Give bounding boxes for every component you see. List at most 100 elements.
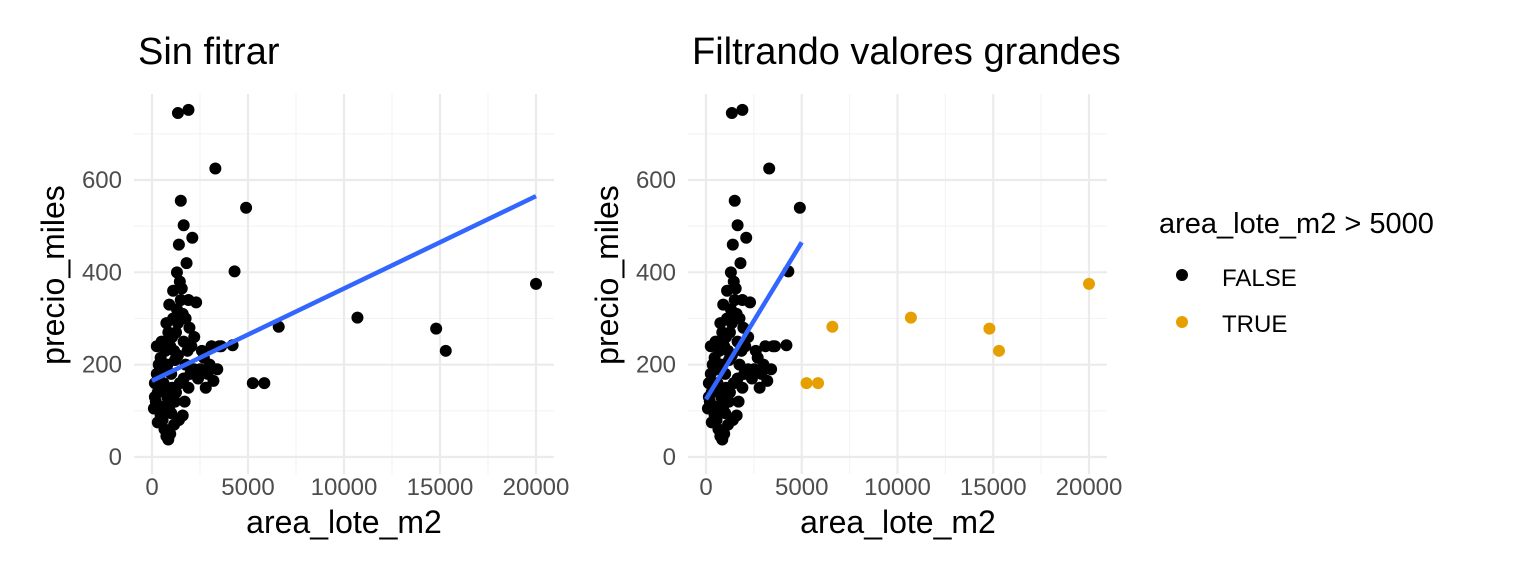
data-point: [715, 390, 728, 403]
data-point: [723, 326, 736, 339]
data-point: [439, 344, 452, 357]
legend: area_lote_m2 > 5000 FALSE TRUE: [1159, 208, 1434, 338]
panel-2-title: Filtrando valores grandes: [692, 31, 1121, 73]
panel-1-y-axis-title: precio_miles: [35, 185, 71, 365]
panel-filtrando: Filtrando valores grandes 0 5000 10000 1500…: [589, 31, 1122, 540]
panel-2-x-axis-title: area_lote_m2: [800, 504, 996, 540]
data-point: [768, 340, 781, 353]
data-point: [983, 322, 996, 335]
panel-1-x-axis-title: area_lote_m2: [246, 504, 442, 540]
fit-line: [151, 194, 537, 383]
data-point: [240, 201, 253, 214]
x-tick-label: 0: [145, 474, 158, 501]
data-point: [151, 416, 164, 429]
data-point: [731, 219, 744, 232]
data-point: [826, 320, 839, 333]
data-point: [211, 363, 224, 376]
panel-1-fit-line: [151, 194, 537, 383]
data-point: [166, 381, 179, 394]
data-point: [742, 363, 755, 376]
data-point: [170, 266, 183, 279]
data-point: [201, 367, 214, 380]
data-point: [736, 294, 749, 307]
data-point: [729, 282, 742, 295]
data-point: [185, 340, 198, 353]
data-point: [430, 322, 443, 335]
legend-title: area_lote_m2 > 5000: [1159, 208, 1434, 240]
panel-2-tick-labels: 0 5000 10000 15000 20000 0 200 400 600: [636, 167, 1122, 501]
data-point: [753, 381, 766, 394]
panel-1-points: [147, 103, 542, 446]
data-point: [158, 400, 171, 413]
data-point: [763, 162, 776, 175]
data-point: [171, 107, 184, 120]
data-point: [530, 277, 542, 290]
data-point: [148, 390, 161, 403]
data-point: [177, 219, 190, 232]
data-point: [726, 238, 739, 251]
y-tick-label: 0: [109, 444, 122, 471]
data-point: [992, 344, 1005, 357]
y-tick-label: 200: [636, 352, 676, 379]
y-tick-label: 600: [636, 167, 676, 194]
data-point: [170, 326, 182, 339]
data-point: [724, 266, 737, 279]
data-point: [793, 201, 806, 214]
data-point: [749, 344, 762, 357]
data-point: [765, 363, 778, 376]
y-tick-label: 200: [82, 352, 122, 379]
data-point: [171, 349, 184, 362]
data-point: [209, 162, 222, 175]
panel-2-y-axis-title: precio_miles: [589, 185, 625, 365]
data-point: [1083, 277, 1095, 290]
data-point: [720, 381, 733, 394]
data-point: [180, 257, 193, 270]
data-point: [718, 427, 731, 440]
data-point: [182, 103, 195, 116]
y-tick-label: 0: [663, 444, 676, 471]
data-point: [179, 312, 192, 325]
data-point: [182, 294, 195, 307]
panel-sin-filtrar: Sin fitrar 0 5000 10000 15000 20000 0 200 400 60…: [35, 31, 569, 540]
data-point: [228, 265, 241, 278]
data-point: [170, 303, 183, 316]
data-point: [175, 282, 188, 295]
data-point: [733, 312, 746, 325]
data-point: [186, 231, 199, 244]
data-point: [164, 427, 177, 440]
legend-label-true: TRUE: [1222, 311, 1287, 338]
y-tick-label: 400: [636, 259, 676, 286]
data-point: [177, 372, 190, 385]
data-point: [800, 377, 813, 390]
y-tick-label: 600: [82, 167, 122, 194]
x-tick-label: 5000: [775, 474, 828, 501]
data-point: [174, 194, 187, 207]
data-point: [712, 400, 725, 413]
data-point: [178, 395, 191, 408]
data-point: [724, 303, 737, 316]
data-point: [161, 390, 174, 403]
data-point: [725, 107, 738, 120]
x-tick-label: 5000: [221, 474, 274, 501]
data-point: [718, 340, 731, 353]
data-point: [150, 340, 163, 353]
data-point: [164, 340, 177, 353]
data-point: [183, 321, 196, 334]
data-point: [701, 402, 714, 415]
fit-line: [704, 241, 804, 401]
panel-1-title: Sin fitrar: [138, 31, 280, 73]
x-tick-label: 15000: [960, 474, 1027, 501]
data-point: [755, 367, 768, 380]
data-point: [732, 395, 745, 408]
data-point: [199, 381, 212, 394]
data-point: [740, 231, 753, 244]
data-point: [780, 339, 793, 352]
legend-key-false: [1176, 269, 1188, 281]
x-tick-label: 20000: [1056, 474, 1123, 501]
data-point: [188, 330, 201, 343]
panel-1-grid: [134, 94, 554, 474]
panel-1-tick-labels: 0 5000 10000 15000 20000 0 200 400 600: [82, 167, 569, 501]
data-point: [734, 257, 747, 270]
data-point: [188, 363, 201, 376]
data-point: [812, 377, 825, 390]
